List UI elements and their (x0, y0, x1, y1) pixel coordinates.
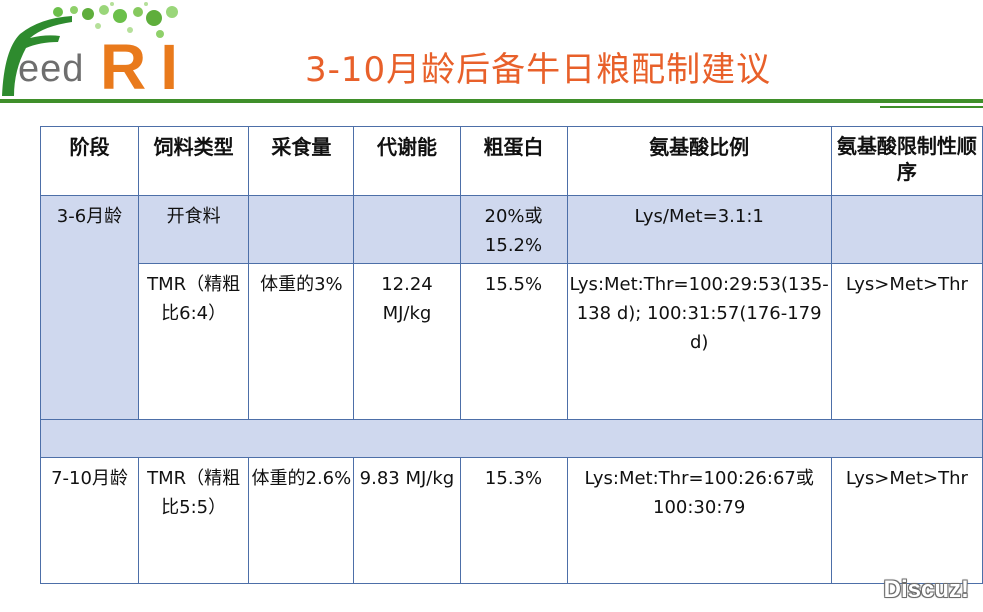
header-divider-accent (880, 106, 983, 108)
stage-cell: 3-6月龄 (40, 195, 139, 420)
page-title: 3-10月龄后备牛日粮配制建议 (305, 50, 772, 90)
table-row: 7-10月龄 TMR（精粗比5:5） 体重的2.6% 9.83 MJ/kg 15… (40, 457, 983, 584)
discuz-watermark: Discuz! (883, 576, 969, 603)
logo-text-ri: RI (100, 31, 192, 103)
amino-ratio-cell: Lys:Met:Thr=100:29:53(135-138 d); 100:31… (566, 263, 832, 420)
protein-cell: 15.3% (459, 457, 568, 584)
feedri-logo: eed RI (0, 0, 200, 103)
amino-order-cell: Lys>Met>Thr (830, 457, 983, 584)
header-metabolic-energy: 代谢能 (353, 126, 461, 196)
feed-type-cell: 开食料 (137, 195, 250, 264)
protein-cell: 20%或15.2% (459, 195, 568, 264)
intake-cell: 体重的3% (248, 263, 355, 420)
table-row: 3-6月龄 开食料 20%或15.2% Lys/Met=3.1:1 (40, 195, 983, 420)
header-amino-ratio: 氨基酸比例 (566, 126, 832, 196)
protein-cell: 15.5% (459, 263, 568, 420)
feed-type-cell: TMR（精粗比5:5） (137, 457, 250, 584)
intake-cell: 体重的2.6% (248, 457, 355, 584)
header-stage: 阶段 (40, 126, 139, 196)
logo-text-eed: eed (18, 48, 85, 90)
header-amino-order: 氨基酸限制性顺序 (830, 126, 983, 196)
amino-ratio-cell: Lys/Met=3.1:1 (566, 195, 832, 264)
feed-type-cell: TMR（精粗比6:4） (137, 263, 250, 420)
header-crude-protein: 粗蛋白 (459, 126, 568, 196)
table-header-row: 阶段 饲料类型 采食量 代谢能 粗蛋白 氨基酸比例 氨基酸限制性顺序 (40, 126, 983, 196)
header-intake: 采食量 (248, 126, 355, 196)
logo-leaf-graphic (2, 2, 178, 96)
energy-cell: 12.24 MJ/kg (353, 263, 461, 420)
diet-recommendation-table: 阶段 饲料类型 采食量 代谢能 粗蛋白 氨基酸比例 氨基酸限制性顺序 3-6月龄… (40, 126, 983, 584)
header-divider (0, 99, 983, 103)
intake-cell (248, 195, 355, 264)
header-feed-type: 饲料类型 (137, 126, 250, 196)
amino-order-cell (830, 195, 983, 264)
amino-order-cell: Lys>Met>Thr (830, 263, 983, 420)
stage-cell: 7-10月龄 (40, 457, 139, 584)
spacer-cell (40, 419, 983, 458)
amino-ratio-cell: Lys:Met:Thr=100:26:67或100:30:79 (566, 457, 832, 584)
energy-cell: 9.83 MJ/kg (353, 457, 461, 584)
table-row: TMR（精粗比6:4） 体重的3% 12.24 MJ/kg 15.5% Lys:… (41, 263, 983, 420)
energy-cell (353, 195, 461, 264)
spacer-row (40, 419, 983, 458)
